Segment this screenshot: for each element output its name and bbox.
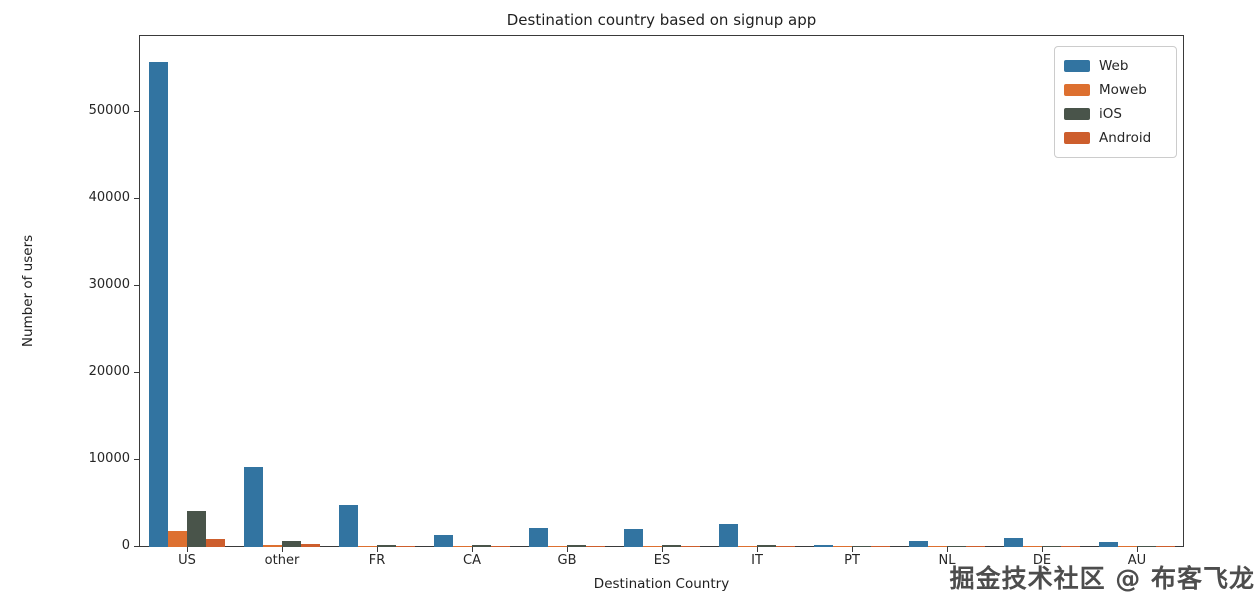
bar-ios-AU — [1136, 545, 1156, 547]
legend: Web Moweb iOS Android — [1054, 46, 1177, 158]
x-tick-mark — [852, 547, 853, 552]
x-tick-label: GB — [557, 553, 577, 568]
bar-android-US — [205, 538, 225, 547]
bar-moweb-PT — [832, 545, 852, 547]
legend-item: Moweb — [1064, 78, 1167, 102]
bar-moweb-AU — [1117, 545, 1137, 547]
chart-title: Destination country based on signup app — [506, 11, 817, 29]
y-tick-label: 50000 — [88, 102, 130, 118]
x-tick-label: DE — [1032, 553, 1052, 568]
legend-label: Android — [1099, 130, 1152, 146]
bar-android-DE — [1060, 545, 1080, 547]
x-tick-label: other — [264, 553, 300, 568]
bar-android-IT — [775, 545, 795, 547]
bar-android-NL — [965, 545, 985, 547]
bar-android-GB — [585, 545, 605, 547]
y-tick-mark — [134, 458, 139, 460]
x-tick-mark — [377, 547, 378, 552]
bar-web-PT — [813, 544, 833, 547]
y-tick-mark — [134, 110, 139, 112]
legend-swatch — [1064, 108, 1090, 120]
bar-ios-CA — [471, 545, 491, 547]
x-tick-mark — [1137, 547, 1138, 552]
bar-ios-DE — [1041, 545, 1061, 547]
bar-ios-GB — [566, 544, 586, 547]
y-tick-mark — [134, 197, 139, 199]
bar-ios-US — [186, 511, 206, 547]
x-tick-label: NL — [938, 553, 956, 568]
plot-area — [139, 35, 1184, 547]
x-tick-label: CA — [463, 553, 481, 568]
bar-android-FR — [395, 545, 415, 547]
bar-android-PT — [870, 545, 890, 547]
bar-web-ES — [623, 528, 643, 547]
bar-web-GB — [528, 527, 548, 547]
x-tick-mark — [282, 547, 283, 552]
legend-item: Android — [1064, 126, 1167, 150]
bar-ios-other — [281, 540, 301, 547]
bar-android-CA — [490, 545, 510, 547]
bar-ios-IT — [756, 545, 776, 547]
legend-item: Web — [1064, 54, 1167, 78]
bar-android-AU — [1155, 545, 1175, 547]
x-tick-mark — [662, 547, 663, 552]
x-tick-label: AU — [1127, 553, 1147, 568]
bar-moweb-CA — [452, 545, 472, 547]
y-tick-label: 40000 — [88, 189, 130, 205]
bar-android-other — [300, 544, 320, 547]
legend-label: iOS — [1099, 106, 1122, 122]
x-tick-label: IT — [751, 553, 763, 568]
bar-web-NL — [908, 540, 928, 547]
legend-swatch — [1064, 60, 1090, 72]
legend-label: Moweb — [1099, 82, 1147, 98]
bar-moweb-other — [262, 544, 282, 547]
legend-swatch — [1064, 84, 1090, 96]
bar-moweb-ES — [642, 545, 662, 547]
x-tick-mark — [472, 547, 473, 552]
legend-item: iOS — [1064, 102, 1167, 126]
bar-ios-PT — [851, 545, 871, 547]
bar-moweb-DE — [1022, 545, 1042, 547]
x-tick-mark — [757, 547, 758, 552]
y-tick-label: 10000 — [88, 450, 130, 466]
bar-web-IT — [718, 523, 738, 547]
bar-web-DE — [1003, 537, 1023, 547]
x-tick-mark — [567, 547, 568, 552]
x-axis-label: Destination Country — [593, 576, 730, 592]
watermark: 掘金技术社区 @ 布客飞龙 — [949, 564, 1255, 593]
y-tick-label: 0 — [121, 538, 130, 553]
bar-web-other — [243, 467, 263, 547]
bar-ios-NL — [946, 545, 966, 547]
legend-label: Web — [1099, 58, 1129, 74]
y-tick-label: 30000 — [88, 276, 130, 292]
bar-moweb-US — [167, 531, 187, 547]
x-tick-label: FR — [368, 553, 386, 568]
bar-web-US — [148, 61, 168, 547]
x-tick-label: PT — [844, 553, 860, 568]
bar-moweb-NL — [927, 545, 947, 547]
bar-moweb-GB — [547, 545, 567, 547]
y-tick-mark — [134, 284, 139, 286]
bar-ios-FR — [376, 544, 396, 547]
legend-swatch — [1064, 132, 1090, 144]
bar-web-FR — [338, 505, 358, 547]
x-tick-label: US — [178, 553, 196, 568]
bar-moweb-IT — [737, 545, 757, 547]
bar-web-AU — [1098, 542, 1118, 547]
y-tick-label: 20000 — [88, 363, 130, 379]
bar-ios-ES — [661, 545, 681, 547]
y-tick-mark — [134, 546, 139, 547]
bar-moweb-FR — [357, 545, 377, 547]
y-axis-label: Number of users — [20, 234, 36, 348]
x-tick-mark — [187, 547, 188, 552]
bar-web-CA — [433, 534, 453, 547]
bar-android-ES — [680, 545, 700, 547]
x-tick-mark — [1042, 547, 1043, 552]
x-tick-mark — [947, 547, 948, 552]
x-tick-label: ES — [653, 553, 671, 568]
y-tick-mark — [134, 371, 139, 373]
